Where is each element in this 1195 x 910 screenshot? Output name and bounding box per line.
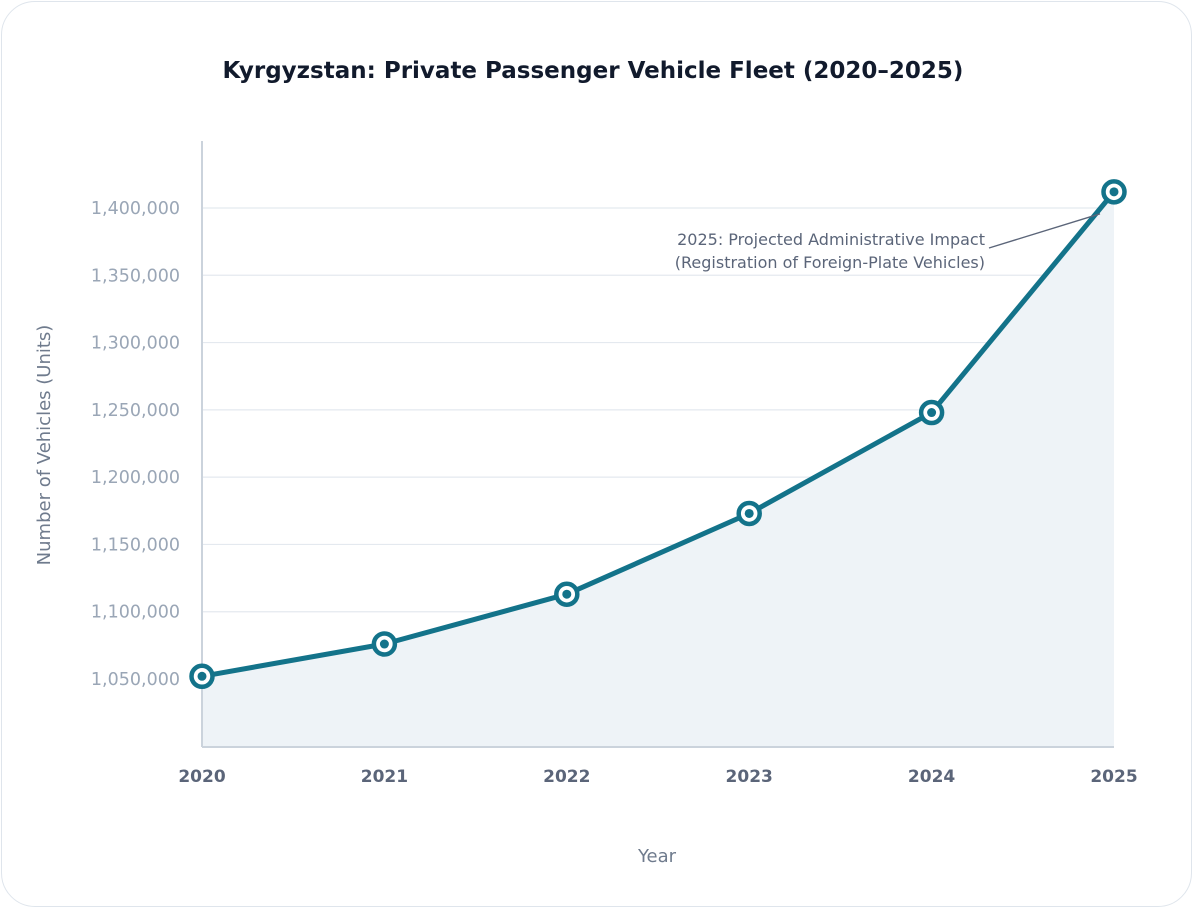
- y-tick-label: 1,050,000: [91, 670, 180, 690]
- y-tick-label: 1,100,000: [91, 603, 180, 623]
- area-fill: [202, 191, 1114, 747]
- point-core: [744, 508, 754, 518]
- x-tick-label: 2023: [726, 767, 773, 787]
- x-tick-label: 2020: [178, 767, 225, 787]
- y-axis-label: Number of Vehicles (Units): [34, 325, 55, 566]
- data-point-2022: [554, 581, 580, 607]
- annotation-line-1: 2025: Projected Administrative Impact: [677, 230, 985, 249]
- y-tick-label: 1,200,000: [91, 468, 180, 488]
- x-tick-label: 2025: [1090, 767, 1137, 787]
- data-points: [189, 179, 1127, 690]
- annotation-leader-line: [988, 213, 1101, 249]
- data-point-2021: [371, 631, 398, 657]
- y-tick-label: 1,150,000: [91, 535, 180, 555]
- y-tick-label: 1,400,000: [91, 199, 180, 219]
- annotation-line-2: (Registration of Foreign-Plate Vehicles): [675, 253, 985, 272]
- series-line: [199, 189, 1117, 679]
- y-tick-label: 1,350,000: [91, 266, 180, 286]
- chart-title: Kyrgyzstan: Private Passenger Vehicle Fl…: [223, 58, 964, 84]
- point-core: [562, 589, 572, 599]
- y-tick-label: 1,250,000: [91, 401, 180, 421]
- point-core: [379, 639, 389, 649]
- x-axis-label: Year: [637, 846, 677, 867]
- axes: [201, 141, 1114, 748]
- x-tick-label: 2021: [361, 767, 408, 787]
- point-core: [1109, 187, 1119, 197]
- data-point-2020: [189, 663, 215, 690]
- x-tick-label: 2024: [908, 767, 955, 787]
- y-axis-ticks: 1,050,000 1,100,000 1,150,000 1,200,000 1,25…: [91, 199, 180, 690]
- y-tick-label: 1,300,000: [91, 334, 180, 354]
- point-core: [197, 671, 207, 681]
- point-core: [927, 408, 937, 418]
- data-point-2024: [918, 399, 945, 426]
- x-tick-label: 2022: [543, 767, 590, 787]
- x-axis-ticks: 2020 2021 2022 2023 2024 2025: [178, 767, 1137, 787]
- data-point-2023: [736, 500, 762, 527]
- data-point-2025: [1101, 179, 1127, 205]
